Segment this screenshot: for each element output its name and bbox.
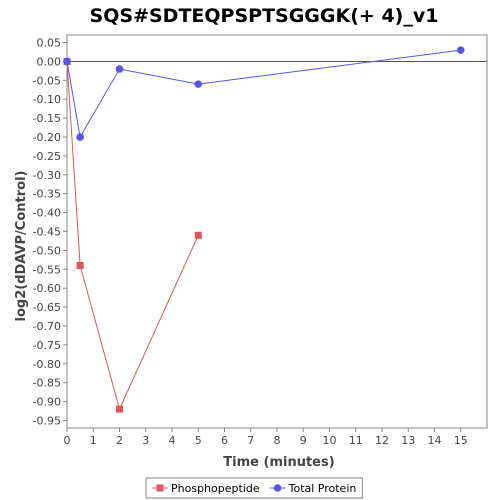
y-tick-label: -0.55 (33, 263, 61, 276)
y-tick-label: -0.60 (33, 282, 61, 295)
phosphopeptide-point (76, 262, 84, 270)
y-tick-label: -0.45 (33, 226, 61, 239)
x-tick-label: 4 (169, 434, 176, 447)
x-axis: 0 1 2 3 4 5 6 7 8 9 10 11 12 13 14 15 (64, 428, 468, 447)
y-tick-label: -0.90 (33, 396, 61, 409)
x-tick-label: 3 (142, 434, 149, 447)
phosphopeptide-point (116, 405, 123, 413)
y-tick-label: -0.25 (33, 150, 61, 163)
phosphopeptide-point (194, 231, 202, 239)
x-axis-label: Time (minutes) (223, 455, 334, 470)
x-tick-label: 5 (195, 434, 202, 447)
total-protein-point (456, 46, 465, 54)
y-tick-label: -0.05 (33, 74, 61, 87)
phosphopeptide-line (66, 61, 199, 411)
x-tick-label: 10 (323, 434, 337, 447)
y-tick-label: -0.15 (33, 112, 61, 125)
legend-phosphopeptide-marker (156, 484, 164, 492)
y-tick-label: -0.65 (33, 301, 61, 314)
total-protein-point (115, 65, 124, 73)
legend-phosphopeptide-label: Phosphopeptide (171, 482, 260, 495)
legend: Phosphopeptide Total Protein (145, 477, 363, 499)
plot-area (66, 34, 488, 429)
y-tick-label: -0.75 (33, 339, 61, 352)
x-tick-label: 13 (401, 434, 415, 447)
total-protein-point (63, 57, 71, 66)
x-tick-label: 7 (247, 434, 254, 447)
y-tick-label: -0.85 (33, 377, 61, 390)
x-tick-label: 12 (375, 434, 389, 447)
total-protein-point (76, 133, 84, 141)
x-tick-label: 15 (454, 434, 468, 447)
y-tick-label: -0.10 (33, 93, 61, 106)
y-tick-label: -0.70 (33, 320, 61, 333)
x-tick-label: 1 (90, 434, 97, 447)
x-tick-label: 11 (349, 434, 363, 447)
x-tick-label: 9 (300, 434, 307, 447)
x-tick-label: 0 (64, 434, 71, 447)
x-tick-label: 14 (428, 434, 442, 447)
y-tick-label: 0.00 (37, 55, 62, 68)
series-layer (63, 46, 465, 413)
y-tick-label: -0.35 (33, 188, 61, 201)
legend-total-protein-marker (273, 484, 282, 492)
y-tick-label: -0.40 (33, 207, 61, 220)
legend-box (145, 477, 363, 499)
y-tick-label: -0.50 (33, 244, 61, 257)
y-tick-label: -0.95 (33, 414, 61, 427)
y-axis: 0.05 0.00 -0.05 -0.10 -0.15 -0.20 -0.25 -0.30 -0… (33, 37, 67, 427)
x-tick-label: 2 (116, 434, 123, 447)
x-tick-label: 6 (221, 434, 228, 447)
legend-total-protein-label: Total Protein (288, 482, 357, 495)
chart-title: SQS#SDTEQPSPTSGGGK(+ 4)_v1 (90, 5, 439, 27)
x-tick-label: 8 (274, 434, 281, 447)
y-tick-label: -0.80 (33, 358, 61, 371)
total-protein-point (194, 80, 203, 88)
y-axis-label: log2(dDAVP/Control) (14, 171, 29, 322)
y-tick-label: -0.30 (33, 169, 61, 182)
y-tick-label: -0.20 (33, 131, 61, 144)
y-tick-label: 0.05 (37, 37, 62, 50)
